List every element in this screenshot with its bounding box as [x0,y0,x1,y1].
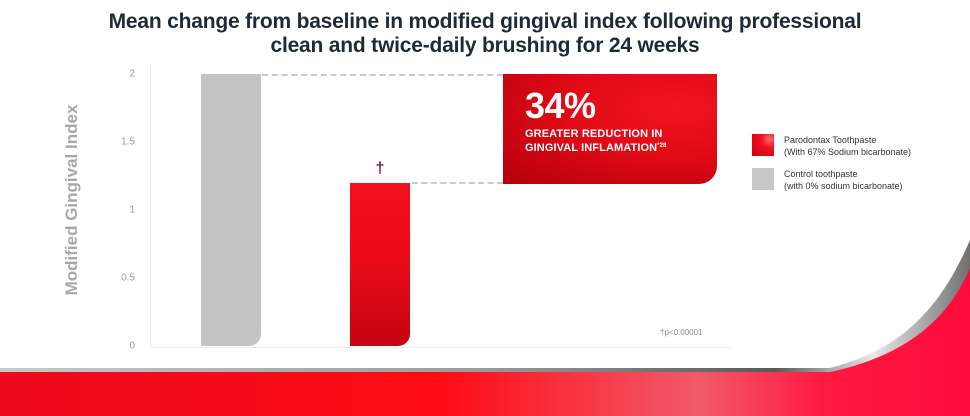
callout-text: GREATER REDUCTION IN GINGIVAL INFLAMATIO… [525,128,717,154]
y-tick-2: 2 [129,68,135,80]
legend-item-parodontax: Parodontax Toothpaste (With 67% Sodium b… [752,134,911,158]
chart-title-line2: clean and twice-daily brushing for 24 we… [270,34,700,57]
chart-title-line1: Mean change from baseline in modified gi… [108,10,862,33]
callout-line1: GREATER REDUCTION IN [525,128,663,140]
y-axis-label: Modified Gingival Index [62,104,81,296]
reduction-callout: 34% GREATER REDUCTION IN GINGIVAL INFLAM… [503,74,717,184]
p-value-footnote: †p<0.00001 [660,328,703,337]
chart-title: Mean change from baseline in modified gi… [40,10,930,58]
callout-percentage: 34% [525,85,596,126]
legend-swatch-grey [752,168,774,190]
legend-label: Control toothpaste [784,169,858,179]
callout-line2: GINGIVAL INFLAMATION [525,142,658,154]
y-tick-1.5: 1.5 [121,136,135,148]
callout-reference: *28 [657,143,667,149]
chart-legend: Parodontax Toothpaste (With 67% Sodium b… [752,134,911,202]
y-tick-0.5: 0.5 [121,272,135,284]
legend-sublabel: (With 67% Sodium bicarbonate) [784,147,912,157]
legend-label: Parodontax Toothpaste [784,135,877,145]
legend-sublabel: (with 0% sodium bicarbonate) [784,181,903,191]
bar-control-toothpaste [201,74,261,346]
legend-item-control: Control toothpaste (with 0% sodium bicar… [752,168,911,192]
y-tick-0: 0 [129,340,135,352]
bar-parodontax-toothpaste [350,182,410,346]
y-tick-1: 1 [129,204,135,216]
dashed-line-control [262,74,503,76]
legend-swatch-red [752,134,774,156]
significance-dagger: † [375,160,385,177]
dashed-line-parodontax [412,182,503,184]
